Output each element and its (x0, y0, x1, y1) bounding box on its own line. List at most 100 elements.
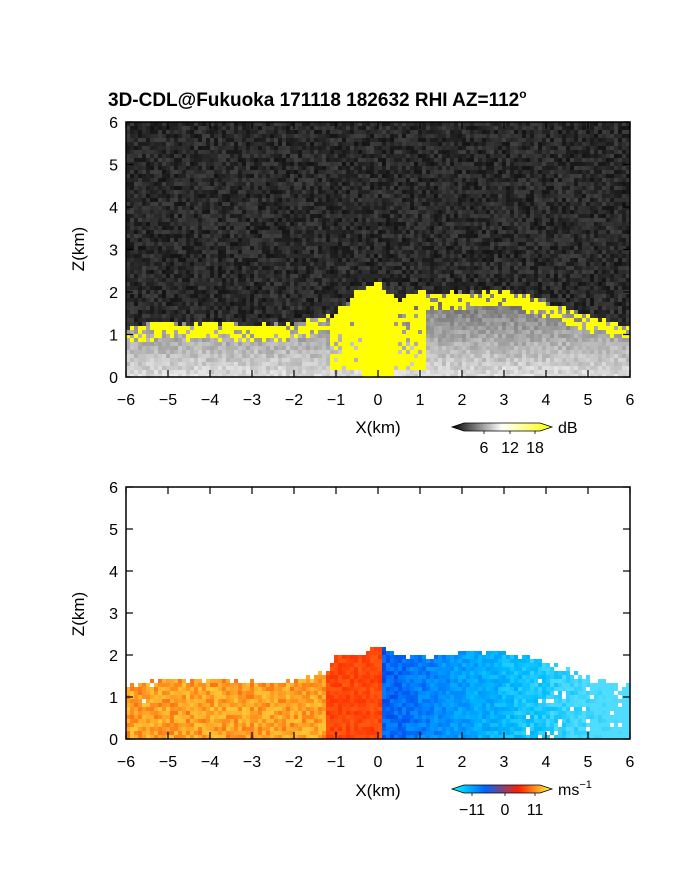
power-cell (210, 230, 214, 234)
power-cell (234, 238, 238, 242)
power-cell (434, 282, 438, 286)
power-cell (190, 338, 194, 342)
power-cell (434, 354, 438, 358)
power-cell (266, 342, 270, 346)
power-cell (382, 142, 386, 146)
power-cell (342, 226, 346, 230)
power-cell (150, 314, 154, 318)
power-cell (274, 254, 278, 258)
power-cell (426, 222, 430, 226)
power-cell (386, 278, 390, 282)
power-cell (410, 250, 414, 254)
power-cell (278, 218, 282, 222)
power-cell (230, 270, 234, 274)
power-cell (306, 214, 310, 218)
power-cell (254, 234, 258, 238)
power-cell (302, 226, 306, 230)
power-cell (206, 338, 210, 342)
power-cell (410, 254, 414, 258)
power-cell (386, 170, 390, 174)
power-cell (190, 198, 194, 202)
power-cell (134, 370, 138, 374)
power-cell (202, 154, 206, 158)
power-cell (298, 342, 302, 346)
power-cell (178, 354, 182, 358)
power-cell (246, 350, 250, 354)
power-cell (414, 158, 418, 162)
power-cell (266, 190, 270, 194)
power-cell (318, 122, 322, 126)
power-cell (234, 150, 238, 154)
power-cell (170, 174, 174, 178)
power-cell (278, 246, 282, 250)
power-cell (174, 354, 178, 358)
power-cell (202, 134, 206, 138)
power-cell (414, 330, 418, 334)
power-cell (282, 314, 286, 318)
power-cell (138, 170, 142, 174)
power-cell (166, 342, 170, 346)
power-cell (294, 202, 298, 206)
power-cell (406, 278, 410, 282)
power-cell (270, 170, 274, 174)
power-cell (366, 142, 370, 146)
power-cell (238, 186, 242, 190)
power-cell (310, 174, 314, 178)
power-cell (350, 130, 354, 134)
power-cell (230, 226, 234, 230)
power-cell (182, 210, 186, 214)
power-cell (394, 286, 398, 290)
power-cell (286, 226, 290, 230)
power-cell (154, 210, 158, 214)
power-cell (350, 294, 354, 298)
power-cell (190, 234, 194, 238)
power-cell (198, 266, 202, 270)
power-cell (298, 262, 302, 266)
power-cell (386, 306, 390, 310)
power-cell (226, 182, 230, 186)
power-cell (234, 362, 238, 366)
power-cell (162, 182, 166, 186)
power-cell (414, 294, 418, 298)
power-cell (266, 374, 270, 378)
power-cell (210, 338, 214, 342)
power-cell (422, 358, 426, 362)
power-cell (294, 342, 298, 346)
power-cell (266, 146, 270, 150)
power-cell (146, 346, 150, 350)
power-cell (218, 350, 222, 354)
power-cell (290, 350, 294, 354)
power-cell (358, 294, 362, 298)
power-cell (274, 162, 278, 166)
power-cell (366, 274, 370, 278)
power-cell (162, 370, 166, 374)
power-cell (146, 170, 150, 174)
power-cell (290, 138, 294, 142)
power-cell (230, 178, 234, 182)
power-cell (358, 326, 362, 330)
power-cell (154, 302, 158, 306)
power-cell (234, 166, 238, 170)
power-cell (254, 350, 258, 354)
power-cell (234, 370, 238, 374)
power-cell (186, 138, 190, 142)
power-cell (278, 338, 282, 342)
power-cell (414, 134, 418, 138)
power-cell (306, 150, 310, 154)
power-cell (234, 270, 238, 274)
power-cell (218, 346, 222, 350)
power-cell (254, 150, 258, 154)
power-cell (294, 262, 298, 266)
power-cell (358, 246, 362, 250)
power-cell (346, 322, 350, 326)
power-cell (298, 170, 302, 174)
power-cell (206, 246, 210, 250)
power-cell (390, 146, 394, 150)
power-cell (154, 186, 158, 190)
power-cell (362, 334, 366, 338)
power-cell (334, 134, 338, 138)
power-cell (306, 246, 310, 250)
power-cell (350, 170, 354, 174)
power-cell (126, 322, 130, 326)
